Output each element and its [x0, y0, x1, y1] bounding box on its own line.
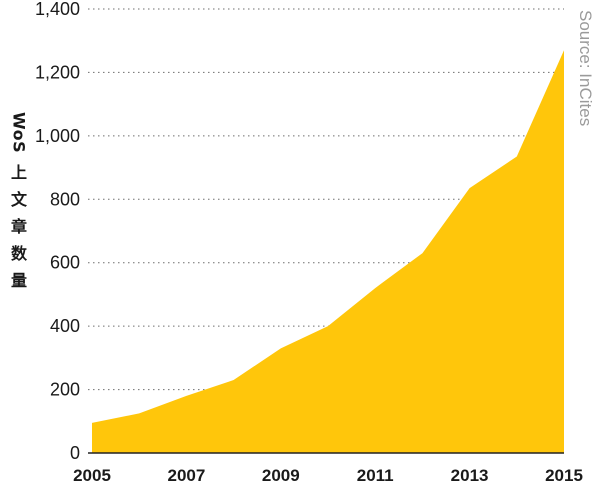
y-tick-label: 600	[50, 253, 80, 273]
y-tick-label: 1,200	[35, 62, 80, 82]
x-tick-label: 2009	[262, 466, 300, 485]
y-axis-label-char: 章	[10, 217, 27, 237]
y-axis-label-char: 上	[10, 163, 27, 183]
area-series	[92, 50, 564, 453]
y-tick-label: 1,400	[35, 0, 80, 19]
y-tick-label: 400	[50, 316, 80, 336]
y-axis-label: WoS 上 文 章 数 量	[8, 112, 30, 294]
y-tick-labels: 0 200 400 600 800 1,000 1,200 1,400	[35, 0, 80, 463]
x-tick-labels: 2005 2007 2009 2011 2013 2015	[73, 466, 583, 485]
area-layer	[91, 50, 565, 453]
x-tick-label: 2011	[357, 466, 394, 485]
y-axis-label-char: 数	[10, 244, 27, 264]
y-axis-label-char: 文	[10, 190, 27, 210]
x-tick-label: 2007	[167, 466, 205, 485]
y-tick-label: 200	[50, 380, 80, 400]
source-note: Source: InCites	[576, 10, 595, 127]
x-tick-label: 2015	[545, 466, 583, 485]
y-tick-label: 1,000	[35, 126, 80, 146]
y-axis-label-char: 量	[10, 271, 27, 291]
x-tick-label: 2005	[73, 466, 111, 485]
x-tick-label: 2013	[451, 466, 489, 485]
y-axis-label-latin: WoS	[9, 112, 29, 154]
y-tick-label: 800	[50, 189, 80, 209]
y-tick-label: 0	[70, 443, 80, 463]
